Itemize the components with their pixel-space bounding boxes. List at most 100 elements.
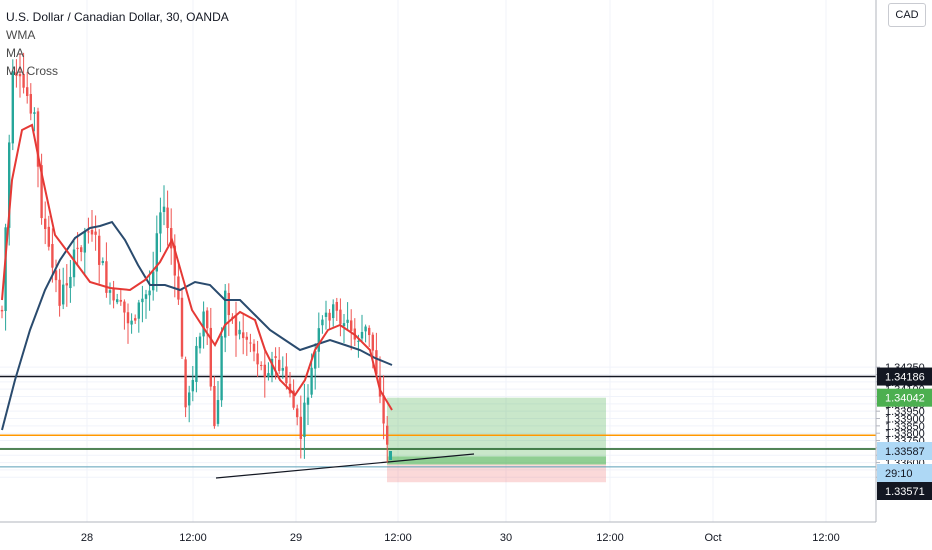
symbol-title[interactable]: U.S. Dollar / Canadian Dollar, 30, OANDA (6, 10, 229, 24)
candle-body (80, 247, 83, 253)
horizontal-lines[interactable] (0, 375, 876, 479)
candle-body (321, 319, 324, 326)
candle-body (94, 231, 97, 235)
candle-body (278, 359, 281, 371)
position-tool[interactable] (387, 397, 606, 483)
price-label-text: 29:10 (885, 468, 913, 480)
candle-body (159, 212, 162, 234)
candle-body (267, 373, 270, 377)
candle-body (335, 301, 338, 311)
candle-body (220, 336, 223, 401)
candle-body (256, 353, 259, 365)
candle-body (33, 112, 36, 114)
indicator-ma-cross[interactable]: MA Cross (6, 64, 59, 78)
candle-body (238, 329, 241, 335)
trendline[interactable] (215, 453, 475, 479)
candle-body (184, 359, 187, 408)
candle-body (11, 71, 14, 144)
loss-zone[interactable] (387, 464, 606, 483)
candle-body (191, 379, 194, 392)
currency-button[interactable]: CAD (888, 3, 926, 27)
candle-body (90, 229, 94, 235)
candle-body (303, 402, 306, 437)
candle-body (342, 323, 346, 327)
candle-body (292, 390, 295, 408)
candle-body (0, 309, 4, 312)
candle-body (152, 271, 155, 291)
candle-body (36, 111, 40, 167)
price-label-text: 1.33571 (885, 486, 925, 498)
candle-body (134, 318, 137, 321)
candle-body (83, 231, 86, 253)
candle-body (209, 327, 212, 387)
time-tick-label: 12:00 (812, 532, 840, 544)
indicator-ma[interactable]: MA (6, 46, 24, 60)
candle-body (62, 284, 65, 305)
time-tick-label: 28 (81, 532, 93, 544)
candle-body (317, 328, 320, 352)
time-axis[interactable] (0, 522, 876, 550)
candle-body (324, 312, 328, 317)
candle-body (371, 334, 374, 351)
profit-zone[interactable] (387, 397, 606, 465)
candle-body (15, 72, 18, 76)
candle-body (126, 312, 130, 324)
candle-body (339, 309, 342, 324)
candle-body (4, 227, 7, 311)
candle-body (65, 283, 68, 286)
price-label (877, 482, 932, 500)
price-label (877, 367, 932, 386)
ma-line (1, 123, 393, 411)
candle-body (87, 231, 90, 233)
candle-body (357, 340, 360, 342)
candle-body (170, 228, 173, 249)
candle-body (382, 395, 385, 424)
candle-body (350, 320, 353, 331)
candle-body (245, 336, 248, 340)
time-tick-label: 29 (290, 532, 302, 544)
candle-body (108, 290, 112, 293)
candle-body (332, 304, 335, 319)
candle-body (137, 302, 140, 319)
candle-body (177, 276, 180, 300)
candle-body (206, 310, 209, 329)
price-tick-label: 1.33900 (885, 414, 925, 426)
candle-body (166, 207, 169, 229)
candle-body (69, 276, 72, 289)
candle-body (249, 342, 252, 344)
candle-body (188, 392, 191, 406)
candle-body (105, 261, 108, 293)
price-tick-label: 1.33850 (885, 421, 925, 433)
candle-body (346, 319, 349, 323)
candle-body (202, 311, 205, 337)
candle-body (40, 165, 43, 219)
candle-body (58, 279, 61, 306)
candle-body (234, 315, 238, 336)
candle-body (162, 206, 166, 213)
indicator-wma[interactable]: WMA (6, 28, 36, 42)
candle-body (101, 261, 104, 263)
candle-body (51, 244, 54, 268)
candle-body (198, 336, 202, 349)
current-profit-band (387, 456, 606, 465)
time-tick-label: 12:00 (384, 532, 412, 544)
time-tick-label: 12:00 (179, 532, 207, 544)
candle-body (368, 327, 371, 336)
candle-body (386, 425, 389, 445)
candle-body (116, 299, 119, 303)
price-label (877, 464, 932, 482)
candle-body (252, 343, 256, 352)
indicators (1, 123, 393, 431)
candle-body (22, 73, 25, 88)
candle-body (328, 312, 331, 321)
candle-body (296, 408, 299, 418)
candle-body (148, 290, 151, 296)
candle-body (44, 218, 47, 230)
price-tick-label: 1.33950 (885, 406, 925, 418)
time-tick-label: 30 (500, 532, 512, 544)
candle-body (29, 94, 32, 114)
candle-body (306, 397, 310, 405)
